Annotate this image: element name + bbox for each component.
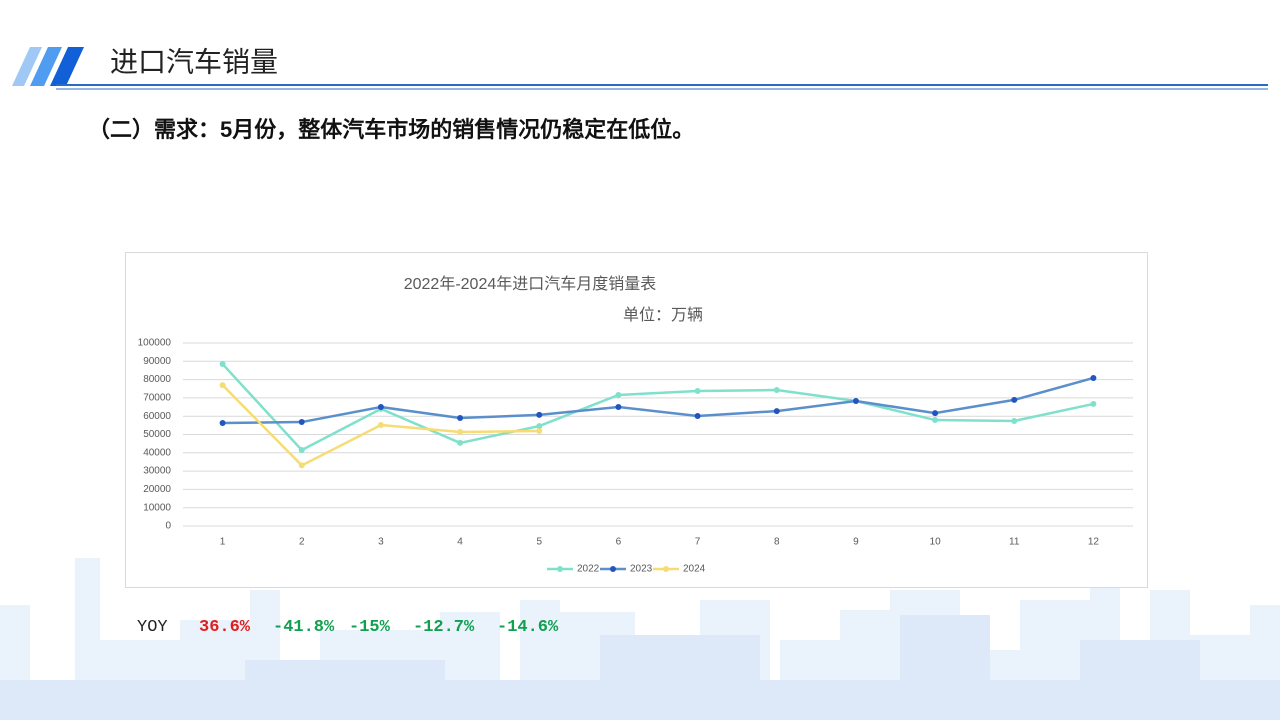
yoy-value: -14.6% xyxy=(497,618,559,637)
y-tick-label: 20000 xyxy=(143,484,171,495)
header-stripes xyxy=(12,47,84,86)
y-tick-label: 60000 xyxy=(143,411,171,422)
series-line xyxy=(221,363,1094,452)
y-tick-label: 40000 xyxy=(143,447,171,458)
data-point xyxy=(298,419,305,426)
x-tick-label: 11 xyxy=(1009,537,1020,548)
data-point xyxy=(1011,396,1018,403)
data-point xyxy=(219,361,226,368)
skyline-front xyxy=(0,615,1280,720)
chart-subtitle: 单位：万辆 xyxy=(623,306,703,324)
data-point xyxy=(536,411,543,418)
x-tick-label: 4 xyxy=(457,537,463,548)
data-point xyxy=(219,382,226,389)
x-tick-label: 10 xyxy=(930,537,942,548)
data-point xyxy=(773,408,780,415)
x-tick-label: 1 xyxy=(220,537,226,548)
data-point xyxy=(932,417,939,424)
data-point xyxy=(219,419,226,426)
x-tick-label: 5 xyxy=(536,537,542,548)
data-point xyxy=(1011,417,1018,424)
data-point xyxy=(615,391,622,398)
legend-label: 2023 xyxy=(630,564,653,575)
chart-title: 2022年-2024年进口汽车月度销量表 xyxy=(404,275,657,293)
y-tick-label: 30000 xyxy=(143,466,171,477)
data-point xyxy=(1090,400,1097,407)
yoy-value: -12.7% xyxy=(413,618,475,637)
x-tick-label: 3 xyxy=(378,537,384,548)
data-point xyxy=(694,387,701,394)
x-tick-label: 9 xyxy=(853,537,859,548)
yoy-value: -15% xyxy=(349,618,390,637)
data-point xyxy=(377,421,384,428)
legend-label: 2024 xyxy=(683,564,706,575)
data-point xyxy=(457,439,464,446)
data-point xyxy=(457,428,464,435)
x-tick-label: 6 xyxy=(616,537,622,548)
data-point xyxy=(536,428,543,435)
x-tick-label: 7 xyxy=(695,537,701,548)
y-tick-label: 70000 xyxy=(143,393,171,404)
data-point xyxy=(615,404,622,411)
header-title: 进口汽车销量 xyxy=(110,46,278,77)
series-line xyxy=(222,376,1094,425)
data-point xyxy=(694,413,701,420)
yoy-label: YOY xyxy=(137,618,168,637)
legend-marker xyxy=(557,566,563,572)
data-point xyxy=(773,387,780,394)
data-point xyxy=(536,423,543,430)
data-point xyxy=(377,404,384,411)
subtitle: （二）需求：5月份，整体汽车市场的销售情况仍稳定在低位。 xyxy=(88,117,694,142)
data-point xyxy=(298,462,305,469)
yoy-value: 36.6% xyxy=(199,618,251,637)
y-tick-label: 50000 xyxy=(143,429,171,440)
data-point xyxy=(457,415,464,422)
y-tick-label: 100000 xyxy=(138,338,172,349)
x-tick-label: 12 xyxy=(1088,537,1100,548)
legend-marker xyxy=(610,566,616,572)
y-tick-label: 0 xyxy=(165,521,171,532)
y-tick-label: 80000 xyxy=(143,374,171,385)
data-point xyxy=(852,398,859,405)
y-tick-label: 10000 xyxy=(143,502,171,513)
yoy-value: -41.8% xyxy=(273,618,335,637)
y-tick-label: 90000 xyxy=(143,356,171,367)
x-tick-label: 2 xyxy=(299,537,305,548)
chart: 2022年-2024年进口汽车月度销量表 单位：万辆 0 10000 20000 30… xyxy=(125,252,1148,588)
legend-marker xyxy=(663,566,669,572)
data-point xyxy=(932,410,939,417)
data-point xyxy=(1090,374,1097,381)
legend-label: 2022 xyxy=(577,564,600,575)
data-point xyxy=(298,447,305,454)
x-tick-label: 8 xyxy=(774,537,780,548)
